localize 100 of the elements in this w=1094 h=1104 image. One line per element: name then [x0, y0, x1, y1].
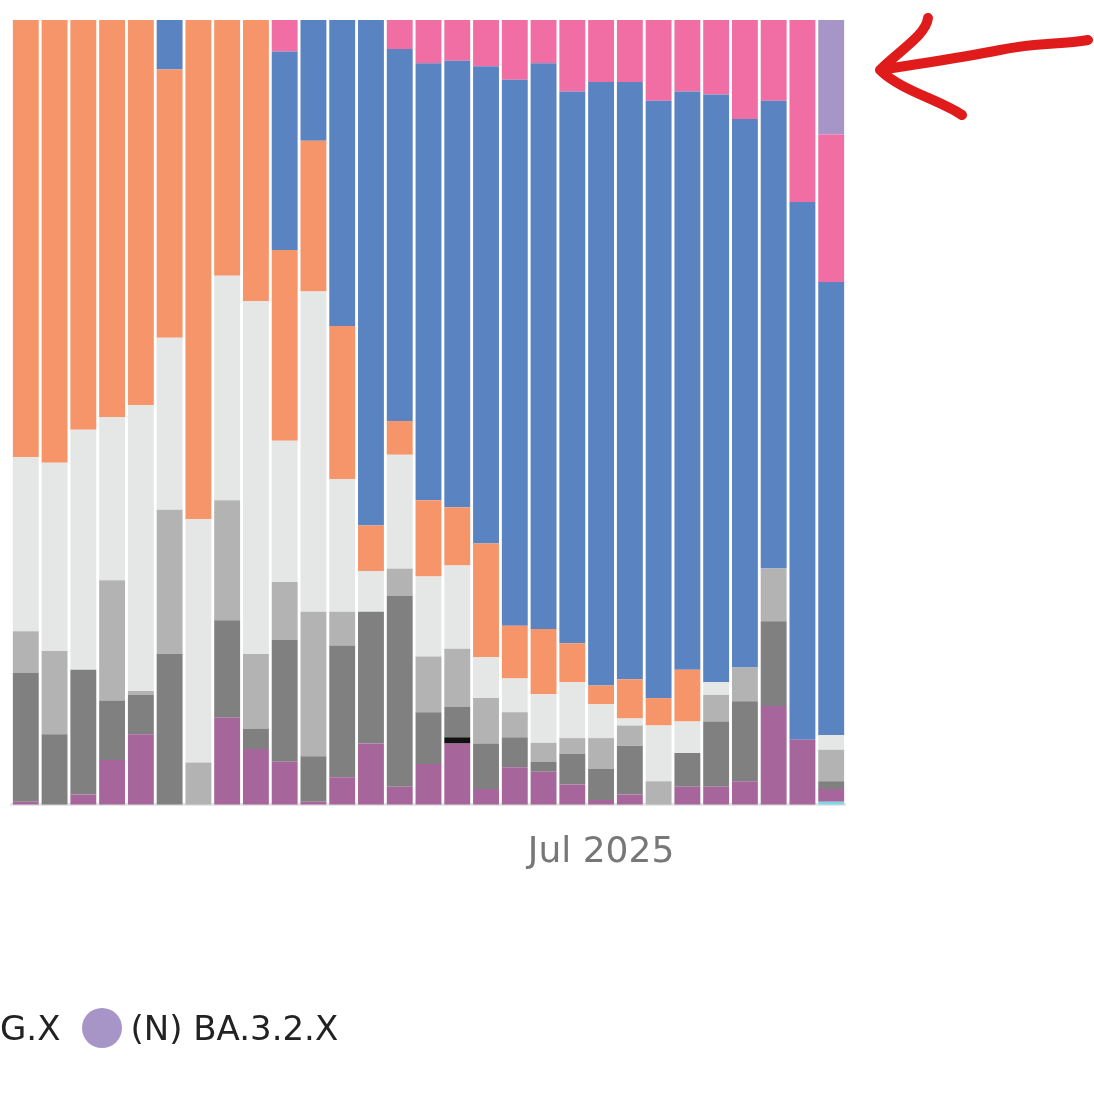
bar — [473, 743, 499, 790]
bar — [271, 639, 298, 762]
bar — [645, 725, 672, 782]
bar — [415, 20, 442, 64]
bar — [444, 565, 471, 649]
bar — [242, 654, 269, 729]
bar — [559, 738, 586, 754]
bar — [616, 725, 643, 746]
bar — [731, 701, 758, 782]
bar — [329, 479, 356, 612]
bar — [616, 718, 643, 726]
bar — [559, 682, 586, 739]
bar — [415, 63, 442, 501]
bar — [415, 500, 442, 577]
bar — [444, 507, 471, 566]
bar — [616, 679, 643, 719]
bar — [415, 712, 442, 764]
bar — [760, 705, 787, 805]
bar — [473, 66, 499, 544]
bar — [588, 685, 615, 705]
bar — [156, 509, 183, 655]
bar — [645, 781, 672, 805]
bar — [271, 249, 298, 441]
bar — [501, 20, 528, 80]
bar — [645, 20, 672, 101]
bar — [818, 282, 845, 735]
bar — [300, 140, 327, 292]
bar — [645, 100, 672, 699]
bar — [588, 768, 615, 801]
bar — [501, 678, 528, 713]
bar — [99, 417, 126, 581]
bar — [559, 91, 586, 644]
bar — [415, 763, 442, 805]
bar — [329, 645, 356, 778]
bar — [300, 611, 327, 757]
bar — [386, 454, 413, 569]
bar — [156, 20, 183, 70]
bar — [731, 667, 758, 702]
bar — [12, 631, 39, 673]
bar — [501, 79, 528, 626]
bar — [530, 761, 557, 772]
bar — [674, 786, 701, 805]
bar — [12, 20, 39, 458]
bar — [760, 621, 787, 706]
bar — [358, 20, 384, 526]
bar — [731, 781, 758, 805]
bar — [530, 742, 557, 762]
bar — [530, 20, 557, 64]
bar — [70, 669, 97, 795]
bar — [99, 700, 126, 761]
bar — [358, 743, 384, 805]
bar — [156, 69, 183, 338]
bar — [588, 704, 615, 739]
bar — [703, 721, 730, 787]
bar — [818, 20, 845, 135]
bar — [329, 777, 356, 805]
bar — [674, 20, 701, 92]
bar — [99, 760, 126, 805]
bar — [386, 421, 413, 455]
bar — [214, 620, 241, 718]
bar — [271, 440, 298, 582]
bar — [818, 134, 845, 283]
bar — [501, 712, 528, 738]
bar — [444, 743, 471, 805]
bar — [703, 94, 730, 683]
bar — [645, 698, 672, 726]
bar — [674, 91, 701, 670]
bar — [329, 20, 356, 327]
bar — [386, 786, 413, 805]
x-tick-label: Jul 2025 — [525, 828, 675, 870]
bar — [214, 717, 241, 805]
bar — [386, 20, 413, 50]
bar — [271, 20, 298, 52]
bar — [559, 784, 586, 805]
bar — [473, 789, 499, 805]
bar — [242, 20, 269, 301]
bar — [703, 786, 730, 805]
bar — [156, 654, 183, 805]
bar — [674, 669, 701, 722]
bar — [818, 789, 845, 802]
bar — [41, 650, 68, 735]
bar — [156, 337, 183, 510]
bar — [444, 737, 471, 744]
bar — [214, 20, 241, 276]
bar — [99, 580, 126, 701]
bar — [789, 202, 816, 740]
bar — [789, 20, 816, 203]
bar — [300, 20, 327, 141]
bar — [127, 405, 154, 691]
bar — [703, 20, 730, 95]
bar — [530, 771, 557, 805]
bar — [300, 756, 327, 802]
bar — [329, 326, 356, 480]
bar — [127, 691, 154, 695]
bar — [588, 82, 615, 686]
bar — [473, 698, 499, 744]
bar — [329, 611, 356, 646]
legend-label: (N) BA.3.2.X — [130, 1008, 339, 1048]
bar — [444, 648, 471, 707]
bar — [731, 118, 758, 668]
